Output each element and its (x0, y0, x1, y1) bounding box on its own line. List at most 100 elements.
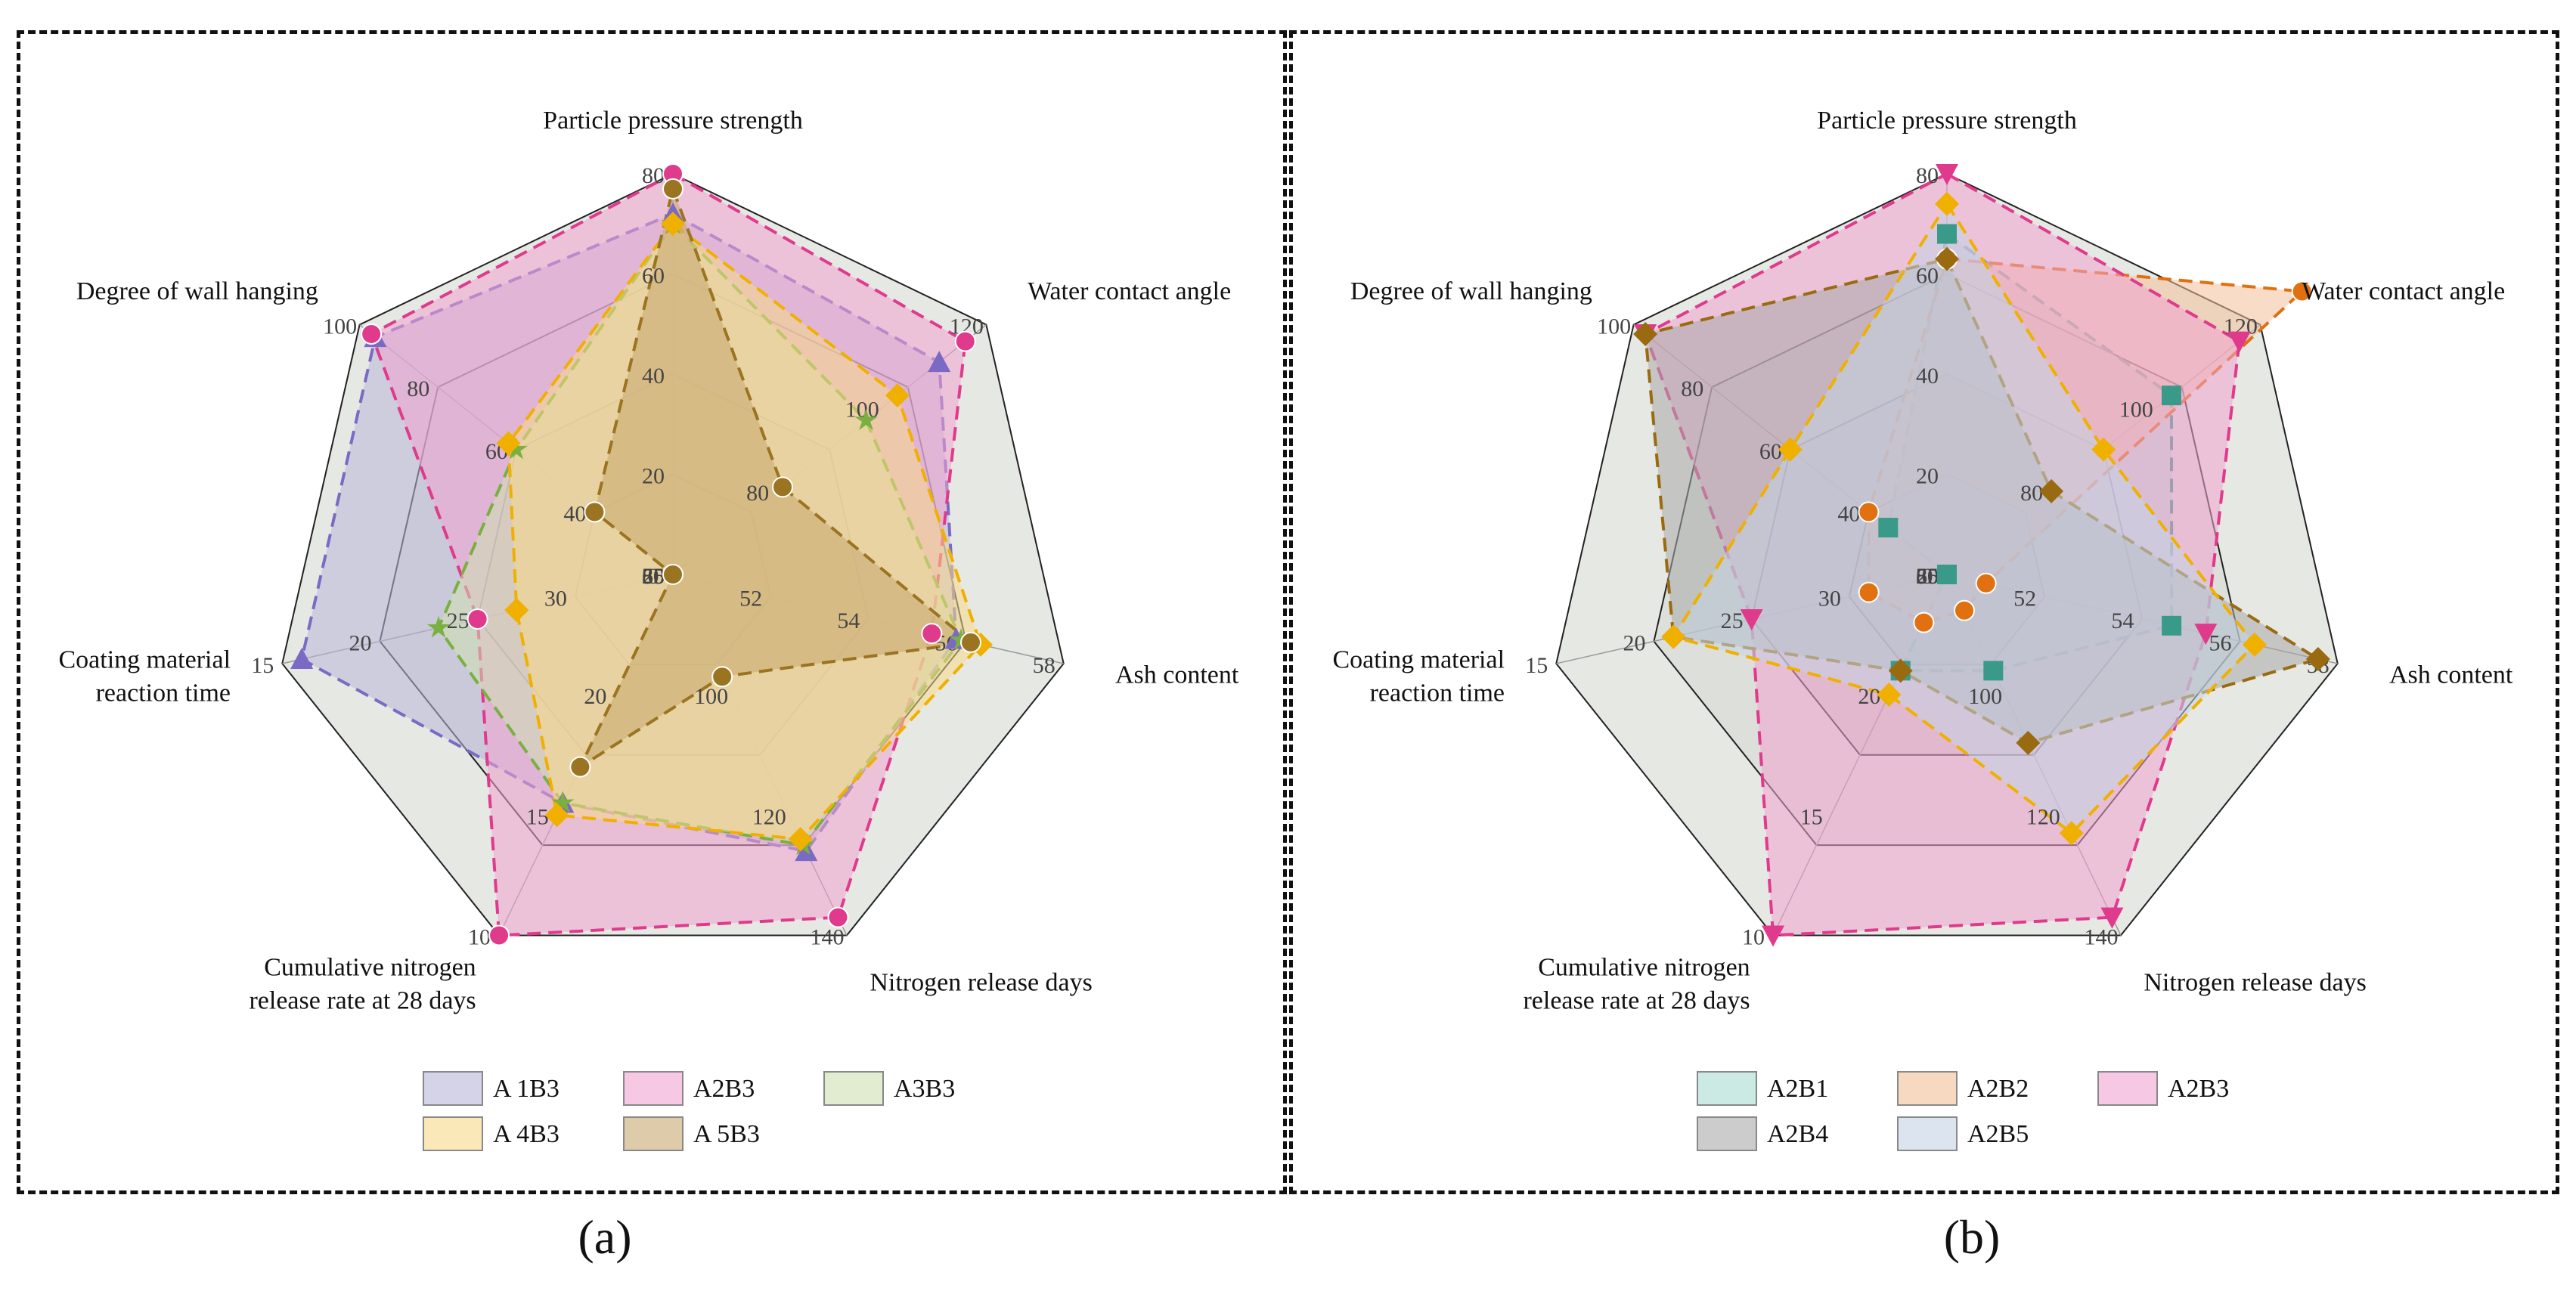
data-point (1858, 581, 1880, 603)
data-point (504, 598, 529, 623)
tick-label: 20 (1916, 564, 1939, 589)
data-point (661, 212, 685, 237)
tick-label: 52 (739, 586, 762, 611)
data-point (2291, 280, 2313, 302)
axis-title-line: release rate at 28 days (249, 987, 476, 1015)
axis-title-line: Coating material (58, 646, 231, 674)
data-point (1878, 518, 1899, 538)
legend-swatch (823, 1071, 884, 1106)
data-point (788, 827, 813, 852)
tick-label: 20 (1916, 464, 1939, 489)
axis-title: Water contact angle (1028, 277, 1231, 305)
data-point (2059, 821, 2084, 846)
tick-label: 30 (1818, 586, 1841, 611)
radar-chart-0: 0204060806080100120505254565880100120140… (58, 107, 1239, 1151)
tick-label: 20 (1623, 630, 1645, 655)
data-point (854, 408, 878, 431)
axis-title: Water contact angle (2302, 277, 2505, 305)
data-point (2305, 647, 2330, 672)
axis-title-line: release rate at 28 days (1523, 987, 1750, 1015)
axis-title: Particle pressure strength (543, 107, 803, 135)
axis-title-line: Cumulative nitrogen (264, 954, 476, 982)
tick-label: 140 (810, 925, 844, 950)
data-point (2161, 385, 2181, 406)
tick-label: 60 (1759, 439, 1782, 464)
tick-label: 10 (468, 925, 491, 950)
axis-title: Ash content (2389, 661, 2513, 689)
axis-title-line: Degree of wall hanging (76, 277, 318, 305)
data-point (1975, 572, 1997, 594)
data-point (1762, 925, 1785, 947)
tick-label: 40 (1916, 364, 1939, 389)
axis-title: Cumulative nitrogen release rate at 28 da… (1523, 954, 1750, 1015)
legend-label: A 1B3 (493, 1075, 560, 1103)
tick-label: 120 (752, 804, 786, 829)
tick-label: 0 (1922, 564, 1933, 589)
tick-label: 20 (642, 564, 665, 589)
tick-label: 25 (1721, 608, 1744, 633)
axis-title-line: Water contact angle (1028, 277, 1231, 305)
tick-label: 50 (1916, 564, 1939, 589)
data-point (467, 608, 488, 630)
data-point (2162, 615, 2182, 636)
tick-label: 140 (2084, 925, 2118, 950)
tick-label: 100 (694, 684, 728, 709)
tick-label: 60 (1916, 564, 1939, 589)
axis-title-line: Degree of wall hanging (1350, 277, 1592, 305)
axis-title: Cumulative nitrogen release rate at 28 da… (249, 954, 476, 1015)
tick-label: 80 (746, 481, 769, 506)
legend-label: A2B5 (1967, 1120, 2029, 1148)
legend-label: A2B4 (1767, 1120, 1828, 1148)
data-point (928, 351, 951, 373)
tick-label: 120 (2026, 804, 2060, 829)
data-point (361, 323, 383, 345)
legend-swatch (1897, 1071, 1958, 1106)
legend-label: A2B3 (2168, 1075, 2229, 1103)
data-point (2016, 730, 2041, 755)
data-point (2039, 478, 2064, 503)
tick-label: 100 (1597, 314, 1631, 339)
axis-title: Coating material reaction time (58, 646, 231, 707)
tick-label: 100 (1968, 684, 2002, 709)
tick-label: 80 (1916, 564, 1939, 589)
data-point (584, 501, 606, 523)
data-point (827, 906, 849, 928)
data-point (290, 648, 314, 670)
axis-title-line: Nitrogen release days (870, 969, 1093, 997)
tick-label: 15 (1800, 804, 1823, 829)
data-point (2091, 437, 2116, 462)
data-point (1877, 683, 1902, 707)
tick-label: 15 (1525, 653, 1548, 678)
axis-title: Particle pressure strength (1817, 107, 2077, 135)
data-point (1888, 658, 1913, 683)
data-point (1661, 624, 1686, 649)
data-point (544, 803, 569, 828)
data-point (959, 631, 981, 653)
tick-label: 80 (642, 564, 665, 589)
data-point (504, 437, 529, 460)
axis-title-line: Nitrogen release days (2144, 969, 2367, 997)
data-point (426, 615, 451, 638)
legend-label: A2B1 (1767, 1075, 1828, 1103)
data-point (2242, 632, 2267, 657)
tick-label: 35 (642, 564, 665, 589)
data-point (496, 431, 521, 456)
data-point (569, 756, 591, 778)
data-point (885, 383, 910, 408)
data-point (1935, 246, 1959, 271)
tick-label: 40 (1837, 501, 1860, 526)
legend-swatch (423, 1071, 483, 1106)
data-point (1936, 164, 1958, 185)
data-point (1633, 321, 1658, 346)
tick-label: 80 (1916, 163, 1939, 188)
axis-title-line: Particle pressure strength (543, 107, 803, 135)
tick-label: 20 (349, 630, 371, 655)
legend-swatch (623, 1071, 684, 1106)
data-point (1983, 661, 2004, 681)
data-point (1913, 611, 1935, 633)
tick-label: 0 (648, 564, 659, 589)
axis-title-line: Cumulative nitrogen (1538, 954, 1750, 982)
tick-label: 60 (642, 564, 665, 589)
series-area-4 (1671, 201, 2257, 835)
